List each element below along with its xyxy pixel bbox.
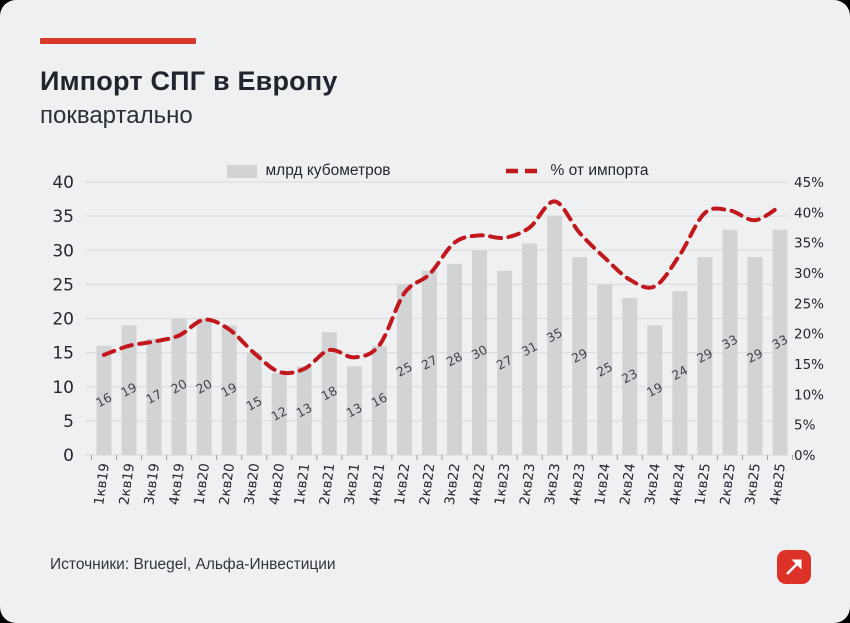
svg-text:4кв22: 4кв22 (467, 462, 489, 506)
legend-label-line: % от импорта (550, 162, 649, 179)
svg-text:1кв24: 1кв24 (592, 462, 614, 506)
svg-text:4кв19: 4кв19 (166, 462, 188, 506)
svg-text:25: 25 (52, 275, 74, 295)
svg-text:20: 20 (168, 376, 189, 397)
svg-text:1кв20: 1кв20 (191, 462, 213, 506)
svg-text:3кв20: 3кв20 (242, 462, 264, 506)
svg-text:10: 10 (52, 378, 74, 398)
svg-text:3кв19: 3кв19 (141, 462, 163, 506)
svg-text:25: 25 (594, 359, 615, 380)
svg-text:30: 30 (52, 241, 74, 261)
svg-text:2кв19: 2кв19 (116, 462, 138, 506)
svg-text:4кв25: 4кв25 (767, 462, 789, 506)
svg-text:20: 20 (193, 376, 214, 397)
svg-text:15%: 15% (794, 357, 824, 373)
svg-text:2кв20: 2кв20 (216, 462, 238, 506)
svg-text:2кв22: 2кв22 (417, 462, 439, 506)
svg-text:24: 24 (669, 362, 690, 383)
svg-text:1кв19: 1кв19 (91, 462, 113, 506)
svg-text:0: 0 (63, 446, 74, 466)
svg-text:25%: 25% (794, 296, 824, 312)
page-title: Импорт СПГ в Европу (40, 66, 338, 96)
svg-text:35: 35 (544, 325, 565, 346)
svg-text:10%: 10% (794, 387, 824, 403)
arrow-up-right-icon (786, 559, 802, 575)
svg-text:20%: 20% (794, 327, 824, 343)
svg-text:27: 27 (419, 352, 440, 373)
svg-text:30: 30 (469, 342, 490, 363)
chart-canvas: 0 5 10 15 20 25 30 35 40 0% 5% 10% 15% 20% 25% 30% 35% 40… (52, 173, 824, 506)
svg-text:29: 29 (744, 345, 765, 366)
svg-text:4кв24: 4кв24 (667, 462, 689, 506)
svg-text:3кв23: 3кв23 (542, 462, 564, 506)
svg-text:35: 35 (52, 207, 74, 227)
svg-text:30%: 30% (794, 266, 824, 282)
svg-text:16: 16 (369, 390, 390, 411)
svg-text:1кв22: 1кв22 (392, 462, 414, 506)
svg-text:29: 29 (569, 345, 590, 366)
svg-text:12: 12 (268, 403, 289, 424)
svg-text:20: 20 (52, 310, 74, 330)
svg-text:31: 31 (519, 338, 540, 359)
svg-text:2кв21: 2кв21 (317, 462, 339, 506)
svg-text:19: 19 (118, 379, 139, 400)
svg-text:16: 16 (93, 390, 114, 411)
svg-text:29: 29 (694, 345, 715, 366)
bar-swatch-icon (226, 164, 257, 178)
svg-text:3кв22: 3кв22 (442, 462, 464, 506)
svg-text:15: 15 (243, 393, 264, 414)
svg-text:28: 28 (444, 349, 465, 370)
svg-text:17: 17 (143, 386, 164, 407)
svg-text:45%: 45% (794, 175, 824, 191)
svg-text:19: 19 (644, 379, 665, 400)
source-note: Источники: Bruegel, Альфа-Инвестиции (50, 556, 336, 573)
svg-text:13: 13 (344, 400, 365, 421)
svg-text:4кв20: 4кв20 (267, 462, 289, 506)
svg-text:2кв23: 2кв23 (517, 462, 539, 506)
svg-text:25: 25 (394, 359, 415, 380)
svg-text:1кв25: 1кв25 (692, 462, 714, 506)
svg-text:3кв25: 3кв25 (742, 462, 764, 506)
svg-text:4кв21: 4кв21 (367, 462, 389, 506)
svg-text:15: 15 (52, 344, 74, 364)
legend-label-bars: млрд кубометров (265, 162, 391, 179)
dashed-line-icon (505, 168, 542, 174)
chart-legend: млрд кубометров % от импорта (85, 158, 790, 184)
svg-text:27: 27 (494, 352, 515, 373)
svg-text:33: 33 (769, 332, 790, 353)
alfa-investments-logo (777, 550, 811, 584)
svg-text:4кв23: 4кв23 (567, 462, 589, 506)
svg-text:2кв24: 2кв24 (617, 462, 639, 506)
svg-text:3кв21: 3кв21 (342, 462, 364, 506)
svg-text:13: 13 (294, 400, 315, 421)
svg-text:1кв21: 1кв21 (292, 462, 314, 506)
svg-text:3кв24: 3кв24 (642, 462, 664, 506)
svg-text:40: 40 (52, 173, 74, 193)
svg-text:33: 33 (719, 332, 740, 353)
svg-text:0%: 0% (794, 448, 816, 464)
accent-bar (40, 38, 196, 44)
svg-text:35%: 35% (794, 236, 824, 252)
svg-text:5: 5 (63, 412, 74, 432)
svg-text:2кв25: 2кв25 (717, 462, 739, 506)
svg-text:5%: 5% (794, 418, 816, 434)
svg-text:19: 19 (218, 379, 239, 400)
svg-text:23: 23 (619, 366, 640, 387)
svg-text:40%: 40% (794, 205, 824, 221)
page-subtitle: поквартально (40, 102, 193, 129)
legend-item-bars: млрд кубометров (226, 162, 391, 180)
svg-text:18: 18 (319, 383, 340, 404)
legend-item-line: % от импорта (505, 162, 649, 180)
svg-text:1кв23: 1кв23 (492, 462, 514, 506)
